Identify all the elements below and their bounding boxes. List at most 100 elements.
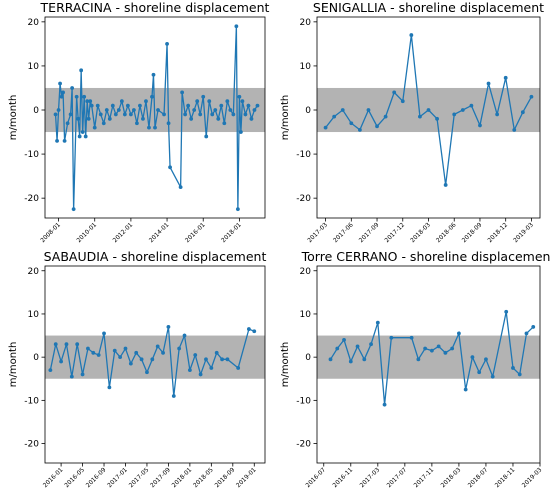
marker <box>246 103 251 108</box>
marker <box>58 81 62 86</box>
marker <box>416 357 421 362</box>
marker <box>113 112 118 117</box>
axes-frame <box>44 16 266 219</box>
marker <box>112 348 117 353</box>
marker <box>484 357 488 362</box>
marker <box>192 108 197 112</box>
x-tick-label: 2016-01 <box>42 466 65 489</box>
x-tick-label: 2018-09 <box>214 466 237 489</box>
marker <box>155 344 160 349</box>
marker <box>504 309 509 314</box>
y-tick-label: 10 <box>28 310 40 320</box>
marker <box>470 355 475 360</box>
x-tick-label: 2016-09 <box>85 466 108 489</box>
marker <box>362 357 367 362</box>
y-tick-label: -10 <box>24 396 39 406</box>
x-tick-label: 2018-01 <box>220 221 243 244</box>
x-tick-label: 2018-07 <box>467 466 490 489</box>
marker <box>123 346 128 351</box>
marker <box>53 342 58 347</box>
marker <box>59 359 63 364</box>
x-tick-label: 2008-01 <box>39 221 62 244</box>
x-tick-label: 2019-03 <box>512 221 535 244</box>
marker <box>198 372 203 377</box>
y-axis-label: m/month <box>8 95 19 141</box>
marker <box>400 99 405 104</box>
line <box>329 311 534 405</box>
marker <box>369 342 373 347</box>
marker <box>335 346 340 351</box>
plot-area <box>328 309 536 407</box>
marker <box>209 366 214 370</box>
marker <box>119 99 124 104</box>
marker <box>249 116 254 121</box>
marker <box>340 108 345 112</box>
x-tick-label: 2018-01 <box>171 466 194 489</box>
marker <box>161 350 165 355</box>
y-tick-label: -20 <box>296 440 311 450</box>
marker <box>88 99 93 104</box>
x-tick-label: 2017-09 <box>149 466 172 489</box>
marker <box>135 121 139 126</box>
marker <box>193 353 198 357</box>
marker <box>443 350 448 355</box>
x-tick-label: 2018-11 <box>494 466 517 489</box>
y-tick-label: 0 <box>305 353 311 363</box>
marker <box>529 94 534 99</box>
x-tick-label: 2018-03 <box>440 466 463 489</box>
marker <box>355 344 360 349</box>
marker <box>252 108 257 112</box>
marker <box>107 116 112 121</box>
marker <box>62 138 67 143</box>
marker <box>436 344 441 349</box>
marker <box>460 108 465 112</box>
y-tick-label: 10 <box>300 62 312 72</box>
marker <box>89 103 94 108</box>
x-tick-label: 2017-03 <box>306 221 329 244</box>
line <box>54 26 259 210</box>
marker <box>82 94 87 99</box>
x-tick-label: 2017-01 <box>106 466 129 489</box>
y-tick-label: -10 <box>296 150 311 160</box>
marker <box>64 342 69 347</box>
marker <box>151 72 156 77</box>
y-tick-label: 20 <box>28 267 40 277</box>
marker <box>128 112 133 117</box>
marker <box>139 357 144 362</box>
x-tick-label: 2018-12 <box>486 221 509 244</box>
marker <box>503 75 508 80</box>
marker <box>531 325 536 329</box>
marker <box>165 41 169 46</box>
marker <box>122 112 127 117</box>
marker <box>168 165 172 170</box>
x-tick-label: 2016-11 <box>332 466 355 489</box>
marker <box>125 103 130 108</box>
marker <box>141 116 145 121</box>
y-tick-label: -20 <box>296 194 311 204</box>
x-tick-label: 2016-01 <box>184 221 207 244</box>
marker <box>107 385 112 390</box>
marker <box>457 331 461 336</box>
subplot: -20-10010202016-012016-052016-092017-012… <box>8 249 266 489</box>
plot-area <box>48 325 257 398</box>
marker <box>235 207 240 212</box>
marker <box>195 99 200 104</box>
x-tick-label: 2019-01 <box>235 466 258 489</box>
marker <box>409 335 414 340</box>
marker <box>75 342 80 347</box>
marker <box>486 81 491 86</box>
x-tick-label: 2017-03 <box>359 466 382 489</box>
marker <box>147 125 151 130</box>
marker <box>171 394 176 398</box>
marker <box>389 335 394 340</box>
x-tick-label: 2018-09 <box>461 221 484 244</box>
y-tick-label: 10 <box>28 62 40 72</box>
marker <box>357 127 362 132</box>
marker <box>348 359 353 364</box>
marker <box>187 368 192 373</box>
marker <box>511 366 515 370</box>
marker <box>71 207 76 212</box>
x-tick-label: 2019-03 <box>521 466 544 489</box>
marker <box>231 112 236 117</box>
